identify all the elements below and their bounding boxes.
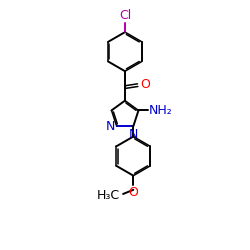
Text: H₃C: H₃C — [97, 189, 120, 202]
Text: N: N — [105, 120, 115, 133]
Text: NH₂: NH₂ — [149, 104, 173, 117]
Text: N: N — [129, 128, 138, 141]
Text: O: O — [140, 78, 150, 91]
Text: Cl: Cl — [119, 8, 131, 22]
Text: O: O — [128, 186, 138, 199]
